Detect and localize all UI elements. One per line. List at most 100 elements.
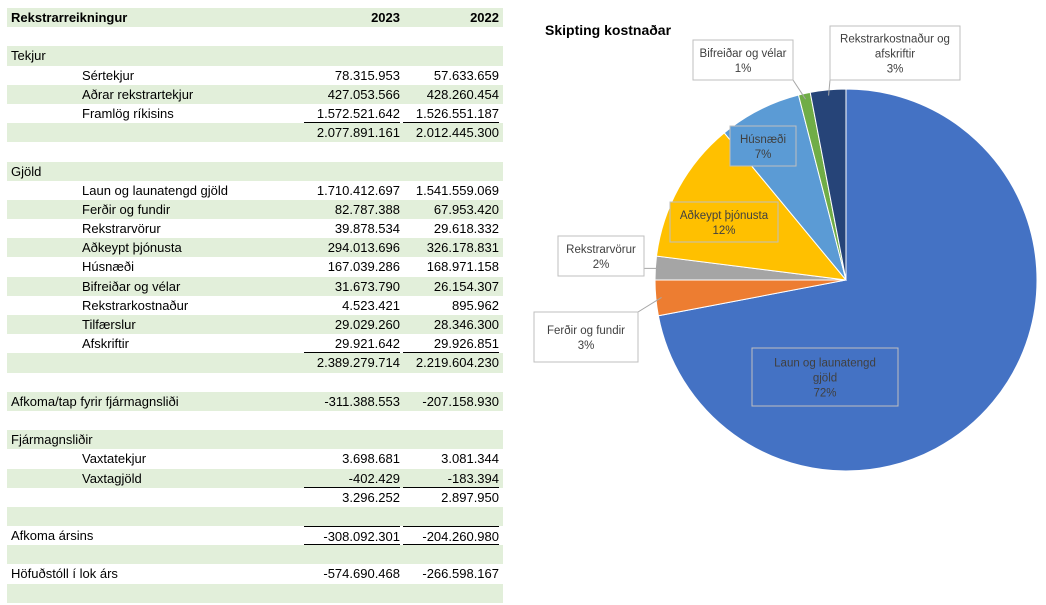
value-2023: -402.429 — [304, 469, 400, 488]
subtotal-row: 2.077.891.161 2.012.445.300 — [7, 123, 503, 143]
subtotal-row: 2.389.279.714 2.219.604.230 — [7, 353, 503, 373]
value-2023: 1.572.521.642 — [304, 104, 400, 123]
row-label: Bifreiðar og vélar — [82, 278, 181, 294]
table-row: Húsnæði 167.039.286 168.971.158 — [7, 257, 503, 276]
slice-label-6: Rekstrarkostnaður og afskriftir 3% — [828, 25, 961, 96]
value-2023: 2.389.279.714 — [316, 355, 400, 371]
section-row: Höfuðstóll í lok árs -574.690.468 -266.598… — [7, 564, 503, 583]
slice-label-1: Ferðir og fundir 3% — [533, 297, 662, 363]
value-2022: 29.618.332 — [433, 221, 499, 237]
blank-row — [7, 506, 503, 527]
value-2023: 29.029.260 — [334, 317, 400, 332]
slice-percent-text: 72% — [813, 388, 836, 400]
row-label: Sértekjur — [82, 67, 135, 83]
slice-label-text: gjöld — [813, 373, 837, 385]
income-statement-table: Rekstrarreikningur 2023 2022 Tekjur Sérte… — [7, 8, 503, 603]
value-2022: 26.154.307 — [433, 278, 499, 294]
table-row: Framlög ríkisins 1.572.521.642 1.526.551.1… — [7, 104, 503, 123]
slice-label-text: afskriftir — [875, 49, 915, 61]
value-2022: 3.081.344 — [441, 451, 499, 467]
row-label: Höfuðstóll í lok árs — [11, 566, 118, 582]
value-2022: 67.953.420 — [433, 201, 499, 217]
blank-row — [7, 545, 503, 565]
row-label: Vaxtagjöld — [82, 470, 142, 486]
value-2023: 2.077.891.161 — [316, 125, 400, 141]
blank-row — [7, 27, 503, 46]
label-box — [557, 235, 645, 277]
blank-row — [7, 583, 503, 603]
table-row: Ferðir og fundir 82.787.388 67.953.420 — [7, 199, 503, 220]
section-row: Afkoma ársins -308.092.301 -204.260.980 — [7, 526, 503, 546]
row-label: Rekstrarkostnaður — [82, 297, 189, 313]
slice-label-text: Rekstrarvörur — [566, 244, 636, 256]
table-title: Rekstrarreikningur — [11, 10, 128, 25]
value-2022: 28.346.300 — [433, 317, 499, 332]
row-label: Tekjur — [11, 48, 46, 64]
slice-percent-text: 7% — [755, 149, 772, 161]
value-2023: 294.013.696 — [327, 240, 400, 256]
row-label: Afskriftir — [82, 336, 129, 352]
value-2023: -574.690.468 — [323, 566, 400, 582]
chart-title: Skipting kostnaðar — [545, 22, 672, 38]
row-label: Laun og launatengd gjöld — [82, 182, 229, 198]
table-row: Aðrar rekstrartekjur 427.053.566 428.260.4… — [7, 84, 503, 104]
slice-percent-text: 12% — [712, 225, 735, 237]
row-label: Ferðir og fundir — [82, 201, 171, 217]
row-label: Tilfærslur — [82, 317, 136, 332]
leader-line — [637, 297, 662, 313]
value-2022: 2.012.445.300 — [415, 125, 499, 141]
value-2023: 31.673.790 — [334, 278, 400, 294]
slice-percent-text: 3% — [887, 64, 904, 76]
table-row: Bifreiðar og vélar 31.673.790 26.154.307 — [7, 276, 503, 296]
value-2023: 4.523.421 — [342, 297, 400, 313]
pie-chart-svg: Laun og launatengd gjöld 72% Ferðir og fund… — [533, 25, 1038, 472]
slice-percent-text: 2% — [593, 259, 610, 271]
row-label: Framlög ríkisins — [82, 105, 174, 121]
section-row: Gjöld — [7, 161, 503, 181]
value-2023: 3.698.681 — [342, 451, 400, 467]
value-2022: 2.219.604.230 — [415, 355, 499, 371]
table-row: Afskriftir 29.921.642 29.926.851 — [7, 334, 503, 354]
value-2022: -183.394 — [403, 469, 499, 488]
blank-row — [7, 142, 503, 161]
column-header-2022: 2022 — [470, 10, 499, 25]
value-2022: 895.962 — [452, 297, 499, 313]
row-label: Afkoma/tap fyrir fjármagnsliði — [11, 393, 179, 409]
value-2023: 427.053.566 — [327, 86, 400, 102]
table-body: Tekjur Sértekjur 78.315.953 57.633.659 Aðrar… — [7, 27, 503, 603]
table-row: Rekstrarkostnaður 4.523.421 895.962 — [7, 296, 503, 315]
value-2022: 2.897.950 — [441, 489, 499, 505]
blank-row — [7, 411, 503, 430]
pie-slice-6 — [809, 88, 847, 281]
table-header-row: Rekstrarreikningur 2023 2022 — [7, 8, 503, 28]
pie-chart: Skipting kostnaðar Laun og launatengd gjö… — [520, 8, 1046, 605]
table-row: Sértekjur 78.315.953 57.633.659 — [7, 66, 503, 85]
label-box — [533, 311, 639, 363]
table-row: Laun og launatengd gjöld 1.710.412.697 1.5… — [7, 181, 503, 200]
section-row: Tekjur — [7, 46, 503, 66]
row-label: Húsnæði — [82, 259, 135, 275]
label-box — [669, 201, 779, 243]
slice-label-0: Laun og launatengd gjöld 72% — [751, 347, 899, 407]
row-label: Aðkeypt þjónusta — [82, 240, 182, 256]
value-2023: 1.710.412.697 — [316, 182, 400, 198]
slice-label-text: Rekstrarkostnaður og — [840, 34, 950, 46]
slice-label-2: Rekstrarvörur 2% — [557, 235, 662, 277]
value-2022: 57.633.659 — [433, 67, 499, 83]
slice-label-text: Aðkeypt þjónusta — [680, 210, 769, 222]
row-label: Rekstrarvörur — [82, 221, 161, 237]
row-label: Gjöld — [11, 163, 42, 179]
row-label: Afkoma ársins — [11, 528, 94, 544]
table-row: Tilfærslur 29.029.260 28.346.300 — [7, 315, 503, 335]
slice-percent-text: 3% — [578, 340, 595, 352]
label-box — [751, 347, 899, 407]
value-2023: 78.315.953 — [334, 67, 400, 83]
value-2022: 326.178.831 — [426, 240, 499, 256]
table-row: Rekstrarvörur 39.878.534 29.618.332 — [7, 219, 503, 238]
label-box — [829, 25, 961, 81]
slice-percent-text: 1% — [735, 63, 752, 75]
subtotal-row: 3.296.252 2.897.950 — [7, 488, 503, 507]
value-2022: -266.598.167 — [422, 566, 499, 582]
slice-label-4: Húsnæði 7% — [729, 125, 797, 167]
row-label: Fjármagnsliðir — [11, 432, 93, 448]
